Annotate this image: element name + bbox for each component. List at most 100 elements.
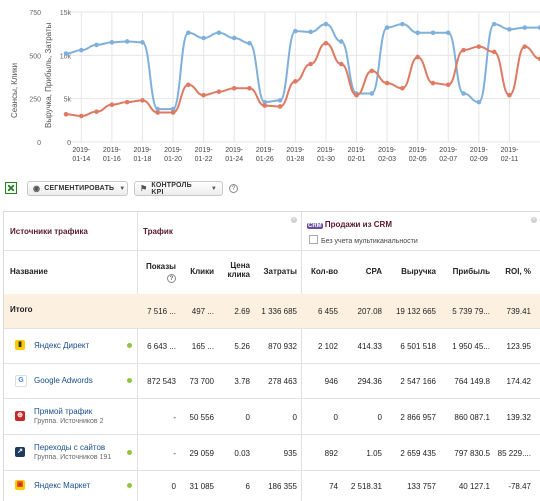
x-tick-label: 2019- bbox=[409, 147, 428, 154]
column-divider bbox=[137, 212, 138, 501]
multichannel-checkbox[interactable] bbox=[309, 235, 318, 244]
x-tick-label: 01-16 bbox=[103, 156, 121, 163]
cell-cpa: 2 518.31 bbox=[350, 482, 382, 491]
x-tick-label: 2019- bbox=[164, 147, 183, 154]
cell-clicks: 31 085 bbox=[189, 482, 214, 491]
col-cpc-header[interactable]: Цена клика bbox=[227, 261, 250, 279]
close-group-crm-icon[interactable]: × bbox=[531, 217, 537, 223]
total-profit: 5 739 79... bbox=[452, 307, 490, 316]
table-row[interactable]: G Google Adwords 872 543 73 700 3.78 278… bbox=[4, 363, 540, 399]
data-point bbox=[400, 85, 405, 91]
cell-cpa: 414.33 bbox=[357, 342, 382, 351]
col-clicks-header[interactable]: Клики bbox=[190, 267, 214, 276]
data-point bbox=[186, 82, 191, 88]
total-row: Итого 7 516 ... 497 ... 2.69 1 336 685 6… bbox=[4, 294, 540, 329]
col-count-header[interactable]: Кол-во bbox=[310, 267, 338, 276]
data-point bbox=[430, 80, 436, 86]
total-revenue: 19 132 665 bbox=[395, 307, 436, 316]
x-tick-label: 02-01 bbox=[348, 156, 366, 163]
cell-count: 0 bbox=[333, 413, 338, 422]
x-tick-label: 02-03 bbox=[378, 156, 396, 163]
data-point bbox=[231, 35, 237, 41]
data-point bbox=[323, 40, 329, 46]
kpi-control-button[interactable]: ⚑ КОНТРОЛЬ KPI ▼ bbox=[134, 181, 223, 196]
data-point bbox=[94, 42, 99, 48]
total-cost: 1 336 685 bbox=[261, 307, 297, 316]
data-point bbox=[186, 30, 191, 36]
source-name[interactable]: Яндекс Директ bbox=[34, 341, 90, 350]
col-shows-header[interactable]: Показы? bbox=[146, 262, 176, 283]
table-row[interactable]: ▮ Яндекс Директ 6 643 ... 165 ... 5.26 8… bbox=[4, 328, 540, 364]
data-point bbox=[63, 51, 69, 56]
data-point bbox=[537, 25, 540, 30]
segment-button[interactable]: ◉ СЕГМЕНТИРОВАТЬ ▼ bbox=[27, 181, 128, 196]
cell-revenue: 2 866 957 bbox=[400, 413, 436, 422]
direct-traffic-icon: ⊕ bbox=[15, 411, 25, 421]
x-tick-label: 01-22 bbox=[195, 156, 213, 163]
group-header-row: Источники трафика Трафик × CRM Продажи и… bbox=[4, 212, 540, 251]
cell-cost: 935 bbox=[283, 449, 297, 458]
excel-export-icon[interactable] bbox=[5, 182, 17, 194]
x-tick-label: 2019- bbox=[500, 147, 519, 154]
cell-shows: 6 643 ... bbox=[147, 342, 176, 351]
referral-icon: ↗ bbox=[15, 447, 25, 457]
x-tick-label: 2019- bbox=[133, 147, 152, 154]
y-right-tick-label: 0 bbox=[67, 140, 71, 147]
cell-roi: 139.32 bbox=[506, 413, 531, 422]
x-tick-label: 2019- bbox=[439, 147, 458, 154]
x-tick-label: 2019- bbox=[225, 147, 244, 154]
data-point bbox=[507, 27, 512, 32]
data-point bbox=[63, 111, 69, 117]
cell-count: 946 bbox=[324, 377, 338, 386]
data-point bbox=[400, 21, 405, 27]
chevron-down-icon: ▼ bbox=[210, 185, 217, 192]
y-left-tick-label: 750 bbox=[29, 10, 41, 17]
data-point bbox=[170, 106, 176, 112]
data-point bbox=[140, 40, 145, 45]
cell-roi: 85 229.... bbox=[497, 449, 531, 458]
traffic-sources-table: Источники трафика Трафик × CRM Продажи и… bbox=[3, 211, 540, 501]
x-tick-label: 01-26 bbox=[256, 156, 274, 163]
close-group-traffic-icon[interactable]: × bbox=[291, 217, 297, 223]
y-right-tick-label: 10k bbox=[60, 53, 72, 60]
group-sources-title: Источники трафика bbox=[10, 227, 88, 236]
cell-clicks: 165 ... bbox=[191, 342, 214, 351]
cell-shows: 0 bbox=[171, 482, 176, 491]
col-roi-header[interactable]: ROI, % bbox=[505, 267, 531, 276]
cell-clicks: 29 059 bbox=[189, 449, 214, 458]
col-cpa-header[interactable]: CPA bbox=[365, 267, 382, 276]
total-cpc: 2.69 bbox=[234, 307, 250, 316]
cell-cost: 870 932 bbox=[268, 342, 297, 351]
x-tick-label: 01-20 bbox=[164, 156, 182, 163]
data-point bbox=[201, 35, 206, 41]
cell-roi: 174.42 bbox=[506, 377, 531, 386]
data-point bbox=[124, 99, 130, 105]
data-point bbox=[124, 39, 130, 44]
source-name[interactable]: Прямой трафик bbox=[34, 407, 93, 416]
multichannel-option[interactable]: Без учета мультиканальности bbox=[309, 235, 418, 245]
help-icon[interactable]: ? bbox=[167, 274, 176, 283]
y-right-tick-label: 5k bbox=[64, 97, 72, 104]
data-point bbox=[109, 40, 115, 45]
data-point bbox=[415, 54, 420, 60]
help-icon[interactable]: ? bbox=[229, 184, 238, 193]
col-cost-header[interactable]: Затраты bbox=[263, 267, 297, 276]
table-row[interactable]: ▣ Яндекс Маркет 0 31 085 6 186 355 74 2 … bbox=[4, 470, 540, 501]
cell-count: 892 bbox=[324, 449, 338, 458]
col-profit-header[interactable]: Прибыль bbox=[452, 267, 490, 276]
table-row[interactable]: ↗ Переходы с сайтов Группа. Источников 1… bbox=[4, 434, 540, 471]
source-name[interactable]: Google Adwords bbox=[34, 376, 93, 385]
data-point bbox=[445, 82, 451, 88]
x-tick-label: 2019- bbox=[195, 147, 214, 154]
source-name[interactable]: Переходы с сайтов bbox=[34, 443, 106, 452]
total-roi: 739.41 bbox=[506, 307, 531, 316]
yandex-market-icon: ▣ bbox=[15, 480, 25, 490]
col-name-header[interactable]: Название bbox=[10, 267, 48, 276]
x-tick-label: 2019- bbox=[378, 147, 397, 154]
cell-cpc: 3.78 bbox=[234, 377, 250, 386]
data-point bbox=[491, 21, 497, 27]
source-name[interactable]: Яндекс Маркет bbox=[34, 481, 91, 490]
col-revenue-header[interactable]: Выручка bbox=[401, 267, 436, 276]
cell-clicks: 50 556 bbox=[189, 413, 214, 422]
table-row[interactable]: ⊕ Прямой трафик Группа. Источников 2 - 5… bbox=[4, 398, 540, 435]
